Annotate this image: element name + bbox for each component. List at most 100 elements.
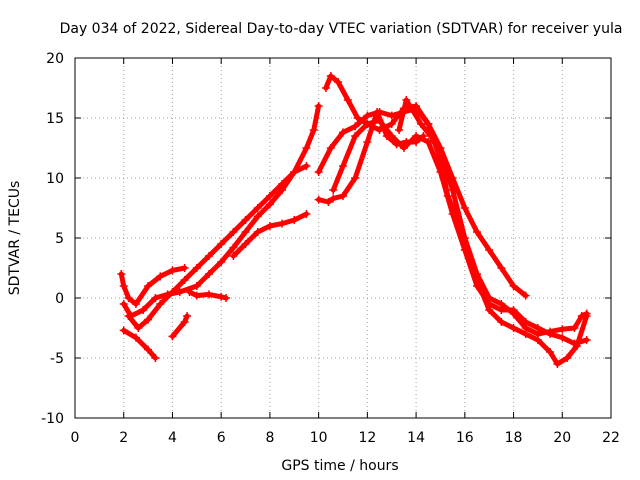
data-point-marker: [329, 194, 338, 203]
data-point-marker: [353, 114, 362, 122]
data-point-marker: [117, 270, 126, 278]
x-tick-label: 10: [310, 430, 328, 446]
data-point-marker: [253, 204, 262, 212]
data-point-marker: [339, 192, 347, 200]
data-point-marker: [134, 324, 143, 332]
data-point-marker: [351, 122, 360, 131]
y-tick-label: -10: [41, 411, 64, 427]
x-tick-label: 12: [358, 430, 376, 446]
data-point-marker: [156, 300, 165, 308]
data-point-marker: [278, 219, 287, 228]
data-point-marker: [265, 192, 274, 200]
data-point-marker: [339, 128, 347, 137]
data-point-marker: [290, 168, 299, 176]
data-point-marker: [533, 330, 542, 338]
data-point-marker: [497, 264, 506, 272]
data-point-marker: [546, 327, 555, 336]
x-tick-label: 2: [119, 430, 128, 446]
data-point-marker: [119, 282, 128, 290]
data-point-marker: [151, 354, 160, 362]
data-point-marker: [570, 324, 579, 332]
data-point-marker: [324, 198, 333, 206]
data-point-marker: [168, 332, 177, 341]
data-point-marker: [473, 270, 481, 278]
data-point-marker: [395, 126, 404, 134]
data-point-marker: [424, 120, 433, 128]
data-point-marker: [229, 228, 238, 236]
data-point-marker: [192, 264, 201, 272]
data-point-marker: [321, 84, 330, 92]
data-series: [117, 72, 591, 368]
data-point-marker: [546, 348, 555, 356]
data-point-marker: [217, 258, 226, 266]
data-point-marker: [424, 138, 433, 146]
data-point-marker: [124, 294, 133, 302]
data-point-marker: [460, 234, 469, 242]
data-point-marker: [473, 282, 481, 290]
data-point-marker: [253, 212, 262, 221]
data-point-marker: [241, 228, 250, 236]
data-point-marker: [485, 294, 494, 302]
x-tick-label: 18: [505, 430, 523, 446]
data-point-marker: [375, 108, 384, 116]
data-point-marker: [185, 288, 194, 296]
series-track-1: [118, 265, 188, 307]
x-tick-label: 20: [553, 430, 571, 446]
data-point-marker: [175, 288, 184, 296]
data-point-marker: [131, 333, 140, 342]
data-point-marker: [375, 116, 384, 125]
data-point-marker: [205, 290, 213, 299]
data-point-marker: [205, 252, 213, 260]
data-point-marker: [473, 228, 481, 236]
data-point-marker: [399, 144, 408, 152]
y-tick-label: 15: [46, 111, 64, 127]
data-point-marker: [131, 300, 140, 308]
data-point-marker: [144, 315, 153, 324]
data-point-marker: [192, 282, 201, 290]
x-tick-label: 0: [71, 430, 80, 446]
data-point-marker: [509, 324, 518, 332]
data-point-marker: [387, 111, 396, 120]
x-tick-label: 22: [602, 430, 620, 446]
data-point-marker: [168, 266, 177, 275]
data-point-marker: [205, 270, 213, 278]
data-point-marker: [183, 312, 192, 320]
chart-title: Day 034 of 2022, Sidereal Day-to-day VTE…: [60, 21, 623, 37]
data-point-marker: [124, 312, 133, 320]
y-tick-label: 0: [55, 291, 64, 307]
data-point-marker: [329, 186, 338, 194]
axis-ticks: 0 2 4 6 8 10 12 14 16 18 20 22 -10 -5 0 5 10 15 20: [41, 51, 620, 446]
data-point-marker: [426, 132, 435, 140]
data-point-marker: [570, 339, 579, 348]
data-point-marker: [497, 318, 506, 326]
data-point-marker: [229, 252, 238, 260]
x-axis-label: GPS time / hours: [281, 458, 398, 474]
data-point-marker: [241, 216, 250, 224]
data-point-marker: [363, 120, 372, 128]
series-track-10: [316, 105, 590, 367]
data-point-marker: [217, 240, 226, 248]
data-point-marker: [156, 272, 165, 281]
series-track-4: [121, 327, 158, 361]
data-point-marker: [290, 216, 299, 224]
data-point-marker: [314, 168, 323, 176]
data-point-marker: [448, 210, 457, 218]
data-point-marker: [509, 282, 518, 290]
data-point-marker: [180, 264, 189, 272]
series-track-12: [396, 97, 590, 337]
y-tick-label: 10: [46, 171, 64, 187]
data-point-marker: [302, 210, 311, 218]
data-point-marker: [416, 120, 425, 128]
data-point-marker: [363, 138, 372, 146]
data-point-marker: [302, 144, 311, 152]
data-point-marker: [497, 300, 506, 308]
data-point-marker: [314, 195, 323, 204]
data-point-marker: [151, 294, 160, 302]
data-point-marker: [309, 126, 318, 134]
data-point-marker: [351, 132, 360, 140]
series-track-11: [330, 117, 590, 347]
data-point-marker: [326, 144, 335, 152]
grid: [75, 58, 611, 418]
data-point-marker: [192, 291, 201, 300]
